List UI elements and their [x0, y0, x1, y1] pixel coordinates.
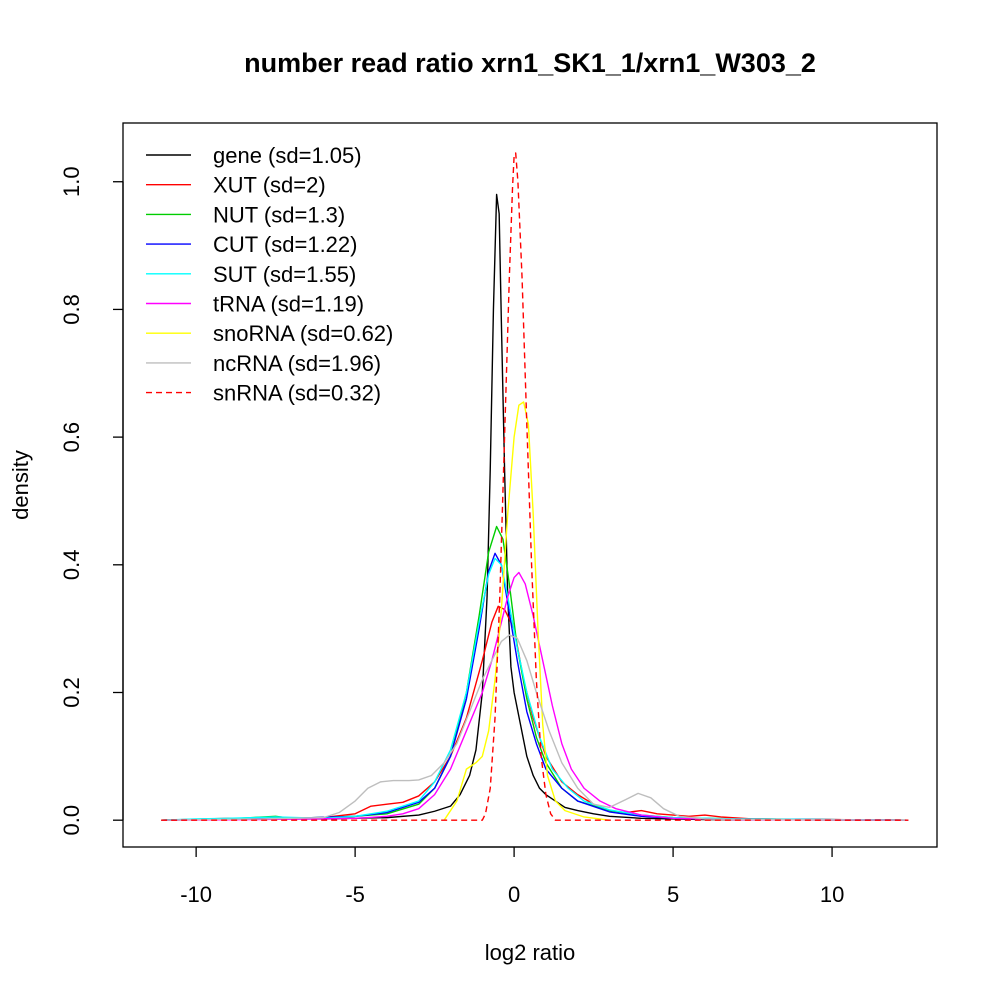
- y-tick-label: 0.2: [59, 677, 84, 708]
- legend-label-sut: SUT (sd=1.55): [213, 262, 356, 287]
- chart-title: number read ratio xrn1_SK1_1/xrn1_W303_2: [244, 48, 816, 78]
- y-axis-label: density: [8, 450, 33, 520]
- y-tick-label: 1.0: [59, 166, 84, 197]
- legend: gene (sd=1.05) XUT (sd=2) NUT (sd=1.3) CUT …: [146, 143, 393, 406]
- legend-label-trna: tRNA (sd=1.19): [213, 292, 364, 317]
- y-tick-label: 0.4: [59, 550, 84, 581]
- legend-label-gene: gene (sd=1.05): [213, 143, 362, 168]
- series-line-nut: [161, 525, 909, 821]
- legend-label-snorna: snoRNA (sd=0.62): [213, 321, 393, 346]
- legend-label-xut: XUT (sd=2): [213, 173, 326, 198]
- legend-label-snrna: snRNA (sd=0.32): [213, 381, 381, 406]
- x-axis: -10 -5 0 5 10: [180, 846, 844, 907]
- series-lines: [161, 152, 909, 821]
- y-tick-label: 0.0: [59, 805, 84, 836]
- series-line-snorna: [443, 401, 610, 821]
- series-line-ncrna: [161, 634, 909, 821]
- x-tick-label: 0: [508, 882, 520, 907]
- y-tick-label: 0.8: [59, 294, 84, 325]
- series-line-trna: [161, 571, 909, 821]
- legend-label-nut: NUT (sd=1.3): [213, 202, 345, 227]
- x-tick-label: 10: [820, 882, 844, 907]
- series-line-gene: [161, 193, 909, 821]
- legend-label-cut: CUT (sd=1.22): [213, 232, 357, 257]
- legend-label-ncrna: ncRNA (sd=1.96): [213, 351, 381, 376]
- y-axis: 0.0 0.2 0.4 0.6 0.8 1.0: [59, 166, 124, 836]
- x-tick-label: -10: [180, 882, 212, 907]
- y-tick-label: 0.6: [59, 422, 84, 453]
- series-line-snrna: [161, 152, 909, 821]
- x-tick-label: 5: [667, 882, 679, 907]
- series-line-xut: [161, 605, 909, 821]
- x-axis-label: log2 ratio: [485, 940, 576, 965]
- series-line-sut: [161, 557, 909, 821]
- x-tick-label: -5: [345, 882, 365, 907]
